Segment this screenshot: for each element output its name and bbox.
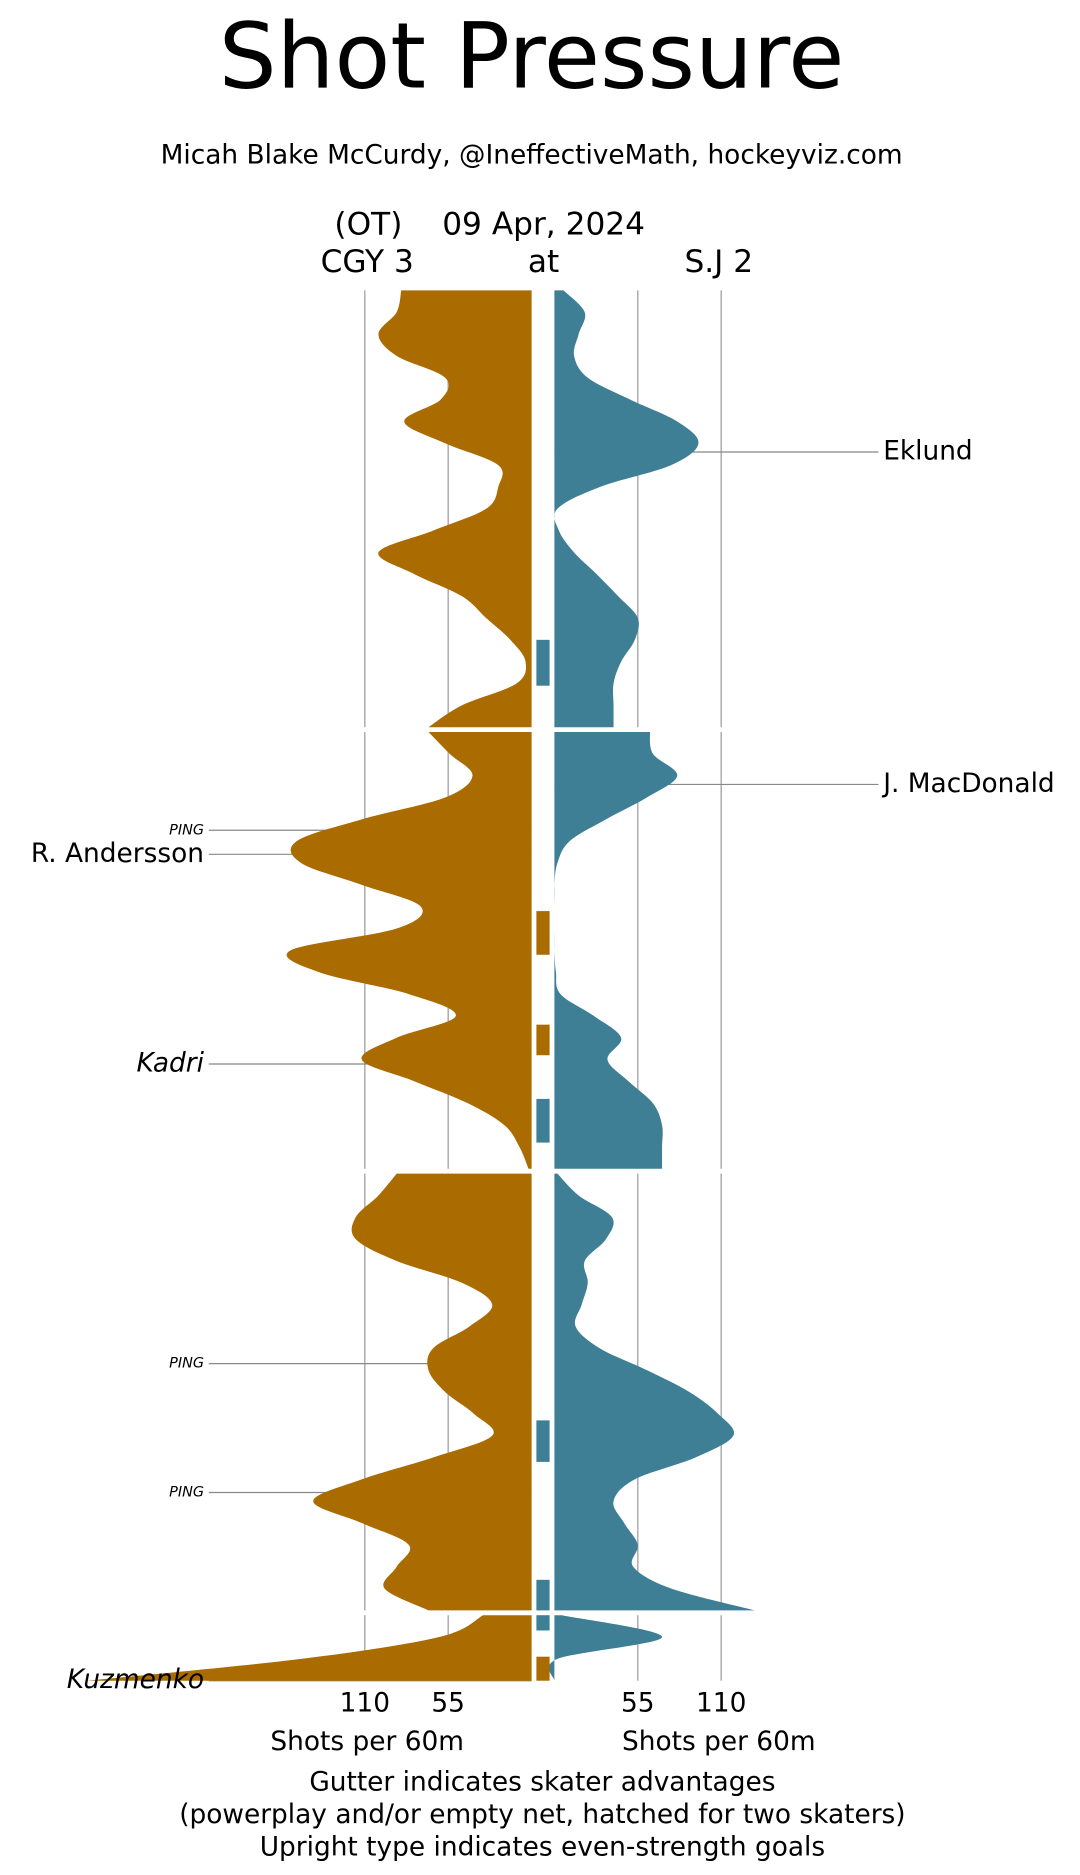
advantage-mark bbox=[536, 1420, 550, 1462]
pressure-area bbox=[554, 290, 699, 728]
goal-label: Kadri bbox=[137, 1047, 205, 1078]
x-axis-label: Shots per 60m bbox=[270, 1726, 464, 1757]
pressure-area bbox=[554, 732, 678, 1169]
chart-subtitle: Micah Blake McCurdy, @IneffectiveMath, h… bbox=[161, 140, 903, 171]
pressure-area bbox=[286, 732, 532, 1169]
goal-label: Eklund bbox=[883, 436, 972, 467]
pressure-area bbox=[554, 1173, 755, 1611]
footnote: Gutter indicates skater advantages bbox=[309, 1767, 775, 1798]
leaders bbox=[208, 451, 879, 1682]
pressure-area bbox=[87, 1615, 532, 1681]
x-tick-label: 110 bbox=[696, 1688, 746, 1719]
areas bbox=[87, 290, 755, 1681]
advantage-mark bbox=[536, 911, 550, 955]
goal-label: J. MacDonald bbox=[881, 768, 1054, 799]
at-label: at bbox=[528, 244, 559, 280]
game-date: 09 Apr, 2024 bbox=[442, 207, 645, 243]
x-tick-label: 110 bbox=[340, 1688, 390, 1719]
advantage-mark bbox=[536, 1579, 550, 1611]
goal-label: R. Andersson bbox=[31, 838, 204, 869]
pressure-area bbox=[313, 1173, 532, 1611]
home-team: S.J 2 bbox=[684, 244, 753, 280]
x-axis-label: Shots per 60m bbox=[622, 1726, 816, 1757]
pressure-area bbox=[378, 290, 532, 728]
x-tick-label: 55 bbox=[431, 1688, 465, 1719]
game-status: (OT) bbox=[334, 207, 402, 243]
footnote: (powerplay and/or empty net, hatched for… bbox=[179, 1799, 905, 1830]
advantage-mark bbox=[536, 1615, 550, 1631]
advantage-mark bbox=[536, 1656, 550, 1681]
pressure-area bbox=[548, 1615, 663, 1681]
footnote: Upright type indicates even-strength goa… bbox=[260, 1832, 825, 1863]
labels: 55 55 110 110 Shots per 60m Shots per 60m Gutt… bbox=[31, 436, 1055, 1863]
advantage-mark bbox=[536, 1098, 550, 1143]
goal-label: Kuzmenko bbox=[67, 1664, 204, 1695]
advantage-mark bbox=[536, 1024, 550, 1056]
ping-label: PING bbox=[169, 822, 204, 838]
chart-title: Shot Pressure bbox=[219, 2, 845, 109]
ping-label: PING bbox=[169, 1484, 204, 1500]
x-tick-label: 55 bbox=[621, 1688, 655, 1719]
advantage-mark bbox=[536, 639, 550, 686]
ping-label: PING bbox=[169, 1356, 204, 1372]
away-team: CGY 3 bbox=[321, 244, 414, 280]
